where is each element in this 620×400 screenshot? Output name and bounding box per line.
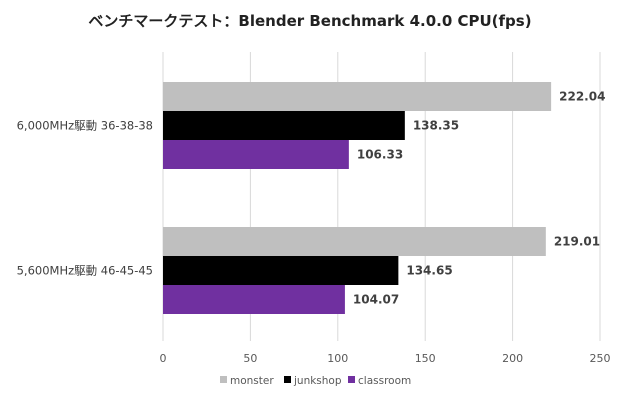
bar-classroom [163,285,345,314]
category-label: 5,600MHz駆動 46-45-45 [17,264,153,278]
legend-label: classroom [358,375,411,387]
category-label: 6,000MHz駆動 36-38-38 [17,119,153,133]
axis-layer: 0 50 100 150 200 250 6,000MHz駆動 36-38-38 5,600M… [17,119,611,366]
legend-swatch-classroom [348,376,355,383]
x-tick-label: 200 [502,352,523,365]
legend-label: monster [230,375,274,387]
legend-swatch-monster [220,376,227,383]
legend-label: junkshop [293,375,342,387]
chart-title: ベンチマークテスト：Blender Benchmark 4.0.0 CPU(fp… [88,12,532,30]
legend-layer: monster junkshop classroom [220,375,411,387]
x-tick-label: 50 [243,352,257,365]
x-tick-label: 100 [327,352,348,365]
label-layer: 222.04 219.01 138.35 134.65 106.33 104.07 [353,90,606,307]
data-label: 219.01 [554,235,600,249]
data-label: 104.07 [353,293,399,307]
bar-layer [163,82,552,314]
bar-monster [163,227,546,256]
bar-monster [163,82,552,111]
bar-classroom [163,140,349,169]
bar-junkshop [163,111,405,140]
legend-swatch-junkshop [284,376,291,383]
x-tick-label: 0 [160,352,167,365]
data-label: 134.65 [406,264,452,278]
data-label: 222.04 [559,90,605,104]
data-label: 138.35 [413,119,459,133]
data-label: 106.33 [357,148,403,162]
bar-junkshop [163,256,399,285]
x-tick-label: 250 [590,352,611,365]
x-tick-label: 150 [415,352,436,365]
